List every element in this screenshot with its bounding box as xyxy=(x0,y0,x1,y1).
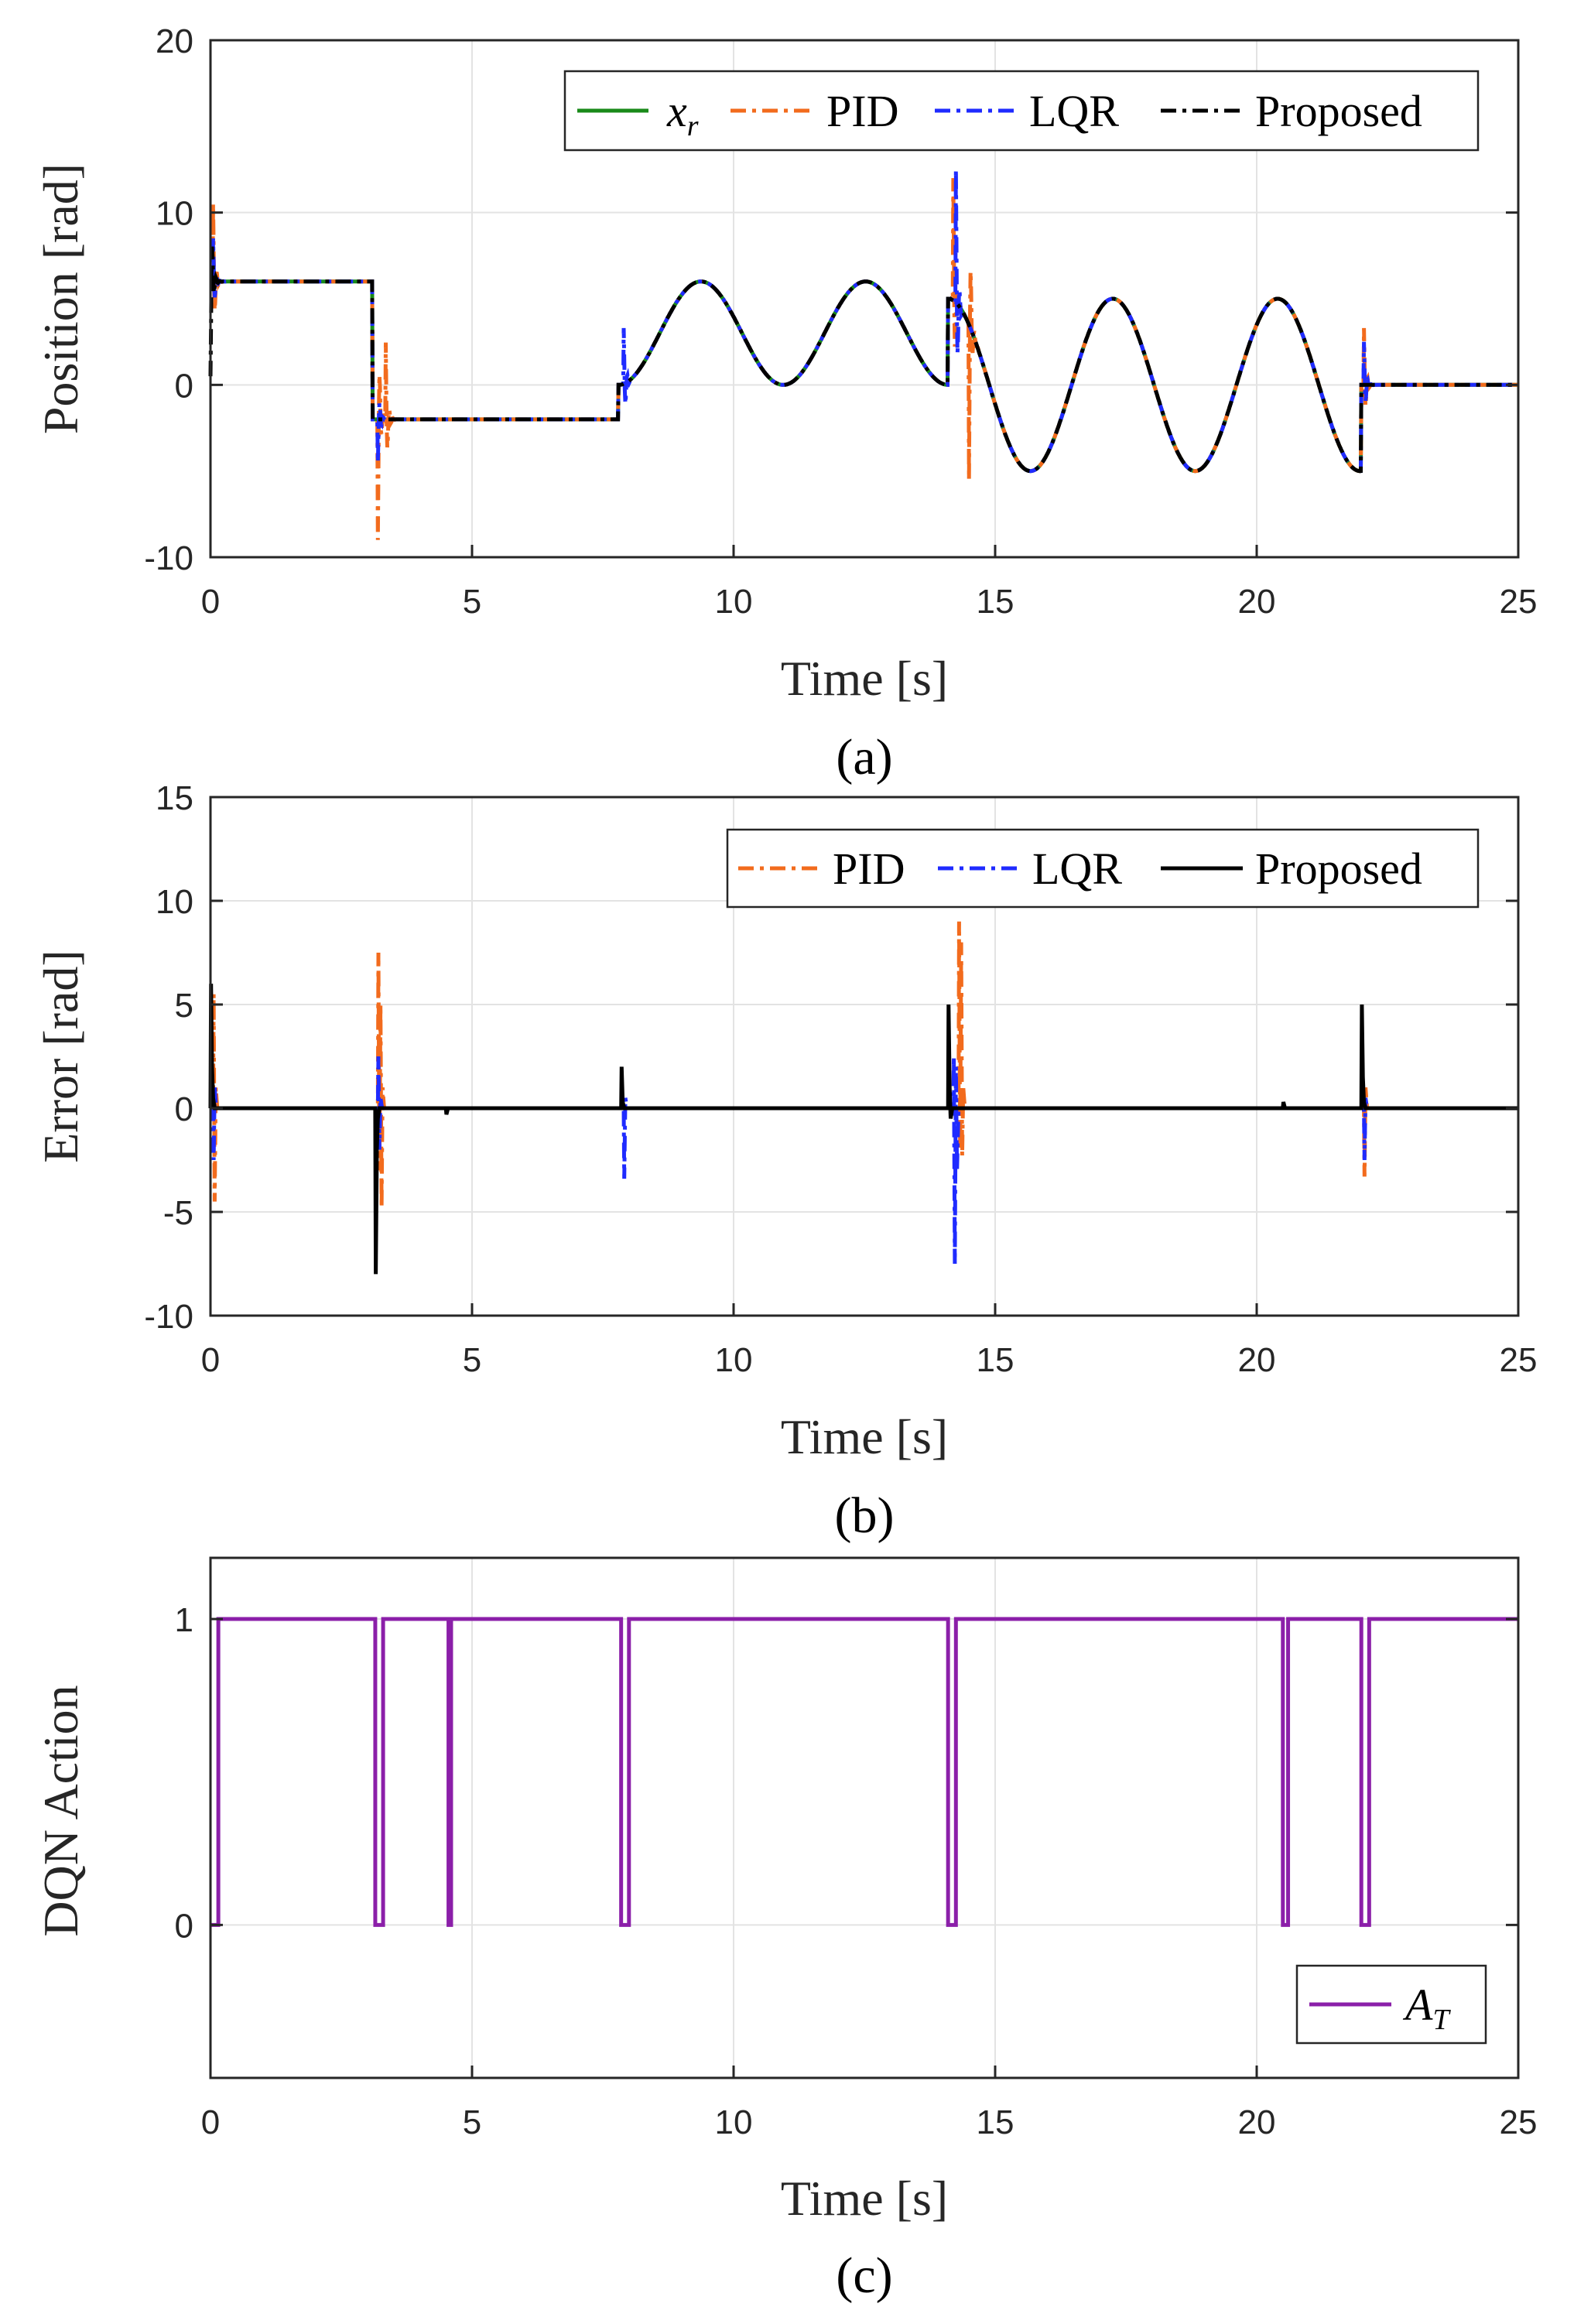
y-tick-label: 20 xyxy=(156,22,193,60)
panel-a-legend: xr PID LQR Proposed xyxy=(563,70,1480,152)
panel-c-ylabel: DQN Action xyxy=(33,1685,88,1936)
panel-a-caption: (a) xyxy=(836,729,892,786)
panel-a-yticks: -10 0 10 20 xyxy=(144,22,1518,577)
y-tick-label: -10 xyxy=(144,539,193,577)
x-tick-label: 25 xyxy=(1500,1341,1538,1379)
legend-label-lqr: LQR xyxy=(1029,86,1119,136)
y-tick-label: 0 xyxy=(175,367,193,405)
x-tick-label: 5 xyxy=(463,583,481,621)
y-tick-label: 1 xyxy=(175,1601,193,1639)
series-line-lqr xyxy=(210,169,1518,474)
panel-c-action: 0 5 10 15 20 25 01 Time [s] DQN Action (c) AT xyxy=(33,1556,1538,2304)
legend-label-pid-b: PID xyxy=(833,844,905,894)
panel-b-series xyxy=(208,921,1518,1275)
y-tick-label: 10 xyxy=(156,883,193,921)
x-tick-label: 20 xyxy=(1238,2103,1276,2141)
x-tick-label: 0 xyxy=(201,1341,220,1379)
panel-c-caption: (c) xyxy=(836,2247,892,2304)
y-tick-label: 15 xyxy=(156,779,193,817)
y-tick-label: -5 xyxy=(163,1194,193,1232)
x-tick-label: 15 xyxy=(977,583,1014,621)
x-tick-label: 25 xyxy=(1500,583,1538,621)
series-line-pid xyxy=(210,921,1518,1208)
panel-a-series xyxy=(208,169,1518,540)
x-tick-label: 15 xyxy=(977,1341,1014,1379)
panel-b-error: 0 5 10 15 20 25 -10 -5 0 5 10 15 Time [s] Error [r… xyxy=(33,779,1537,1544)
panel-b-caption: (b) xyxy=(835,1487,895,1544)
y-tick-label: 5 xyxy=(175,987,193,1025)
legend-label-proposed: Proposed xyxy=(1255,86,1422,136)
series-line-xr xyxy=(210,279,1518,474)
x-tick-label: 0 xyxy=(201,2103,220,2141)
panel-a-axes-box xyxy=(209,39,1520,559)
x-tick-label: 0 xyxy=(201,583,220,621)
panel-b-xticks: 0 5 10 15 20 25 xyxy=(201,1303,1538,1379)
series-line-lqr xyxy=(210,1056,1518,1265)
x-tick-label: 10 xyxy=(715,1341,753,1379)
series-line-proposed xyxy=(208,984,1518,1275)
panel-b-legend: PID LQR Proposed xyxy=(726,828,1480,909)
legend-label-pid: PID xyxy=(826,86,898,136)
panel-b-legend-box xyxy=(726,828,1480,909)
panel-b-axes-box xyxy=(209,796,1520,1317)
panel-c-yticks: 01 xyxy=(175,1601,1518,1945)
panel-a-xlabel: Time [s] xyxy=(781,651,948,706)
panel-b-xlabel: Time [s] xyxy=(781,1409,948,1464)
series-line-at xyxy=(210,1617,1518,1927)
series-line-pid xyxy=(210,178,1518,540)
x-tick-label: 20 xyxy=(1238,583,1276,621)
x-tick-label: 5 xyxy=(463,1341,481,1379)
y-tick-label: 0 xyxy=(175,1090,193,1128)
x-tick-label: 10 xyxy=(715,2103,753,2141)
panel-c-legend: AT xyxy=(1295,1964,1487,2045)
panel-a-xticks: 0 5 10 15 20 25 xyxy=(201,545,1538,621)
panel-b-ylabel: Error [rad] xyxy=(33,950,88,1162)
x-tick-label: 20 xyxy=(1238,1341,1276,1379)
y-tick-label: 0 xyxy=(175,1907,193,1945)
panel-a-ylabel: Position [rad] xyxy=(33,163,88,434)
panel-c-axes-box xyxy=(209,1556,1520,2079)
x-tick-label: 25 xyxy=(1500,2103,1538,2141)
legend-label-xr: xr xyxy=(666,86,699,142)
x-tick-label: 5 xyxy=(463,2103,481,2141)
x-tick-label: 15 xyxy=(977,2103,1014,2141)
legend-label-lqr-b: LQR xyxy=(1032,844,1122,894)
y-tick-label: 10 xyxy=(156,195,193,233)
panel-a-legend-box xyxy=(563,70,1480,152)
panel-c-series xyxy=(210,1617,1518,1927)
panel-c-xticks: 0 5 10 15 20 25 xyxy=(201,2066,1538,2141)
legend-label-proposed-b: Proposed xyxy=(1255,844,1422,894)
legend-label-at: AT xyxy=(1402,1980,1451,2036)
series-line-proposed xyxy=(208,246,1518,474)
panel-b-yticks: -10 -5 0 5 10 15 xyxy=(144,779,1518,1336)
panel-c-xlabel: Time [s] xyxy=(781,2171,948,2226)
y-tick-label: -10 xyxy=(144,1298,193,1336)
x-tick-label: 10 xyxy=(715,583,753,621)
